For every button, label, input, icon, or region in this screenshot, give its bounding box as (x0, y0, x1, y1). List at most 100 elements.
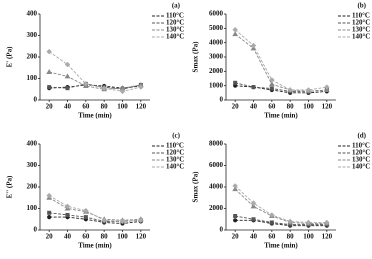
y-tick-label: 0 (34, 226, 38, 234)
y-axis-label: E'' (Pa) (6, 175, 14, 198)
point (232, 186, 239, 192)
legend-label: 140°C (352, 163, 370, 171)
x-axis-label: Time (min) (264, 242, 298, 250)
legend-label: 120°C (166, 19, 184, 27)
y-tick-label: 5000 (209, 24, 224, 32)
point (47, 85, 52, 90)
point (64, 61, 71, 68)
x-tick-label: 100 (303, 233, 314, 241)
x-tick-label: 20 (232, 233, 240, 241)
series-line (234, 29, 327, 91)
point (101, 85, 107, 91)
point (46, 69, 53, 75)
x-tick-label: 100 (117, 233, 128, 241)
point (250, 200, 257, 206)
y-tick-label: 200 (27, 53, 38, 61)
x-axis-label: Time (min) (264, 112, 298, 120)
y-tick-label: 6000 (209, 161, 224, 169)
point (251, 217, 256, 222)
y-tick-label: 300 (27, 161, 38, 169)
legend-label: 140°C (352, 33, 370, 41)
point (119, 88, 126, 95)
point (101, 217, 107, 224)
point (83, 215, 88, 220)
x-tick-label: 20 (232, 103, 240, 111)
x-tick-label: 120 (322, 103, 333, 111)
y-tick-label: 1000 (209, 81, 224, 89)
x-tick-label: 120 (322, 233, 333, 241)
point (232, 27, 238, 33)
legend-label: 130°C (166, 156, 184, 164)
y-tick-label: 400 (27, 10, 38, 18)
series-line (48, 51, 141, 92)
legend-label: 130°C (166, 26, 184, 34)
panel-label: (b) (357, 2, 366, 10)
y-tick-label: 100 (27, 74, 38, 82)
point (138, 84, 144, 90)
point (324, 219, 330, 226)
x-tick-label: 60 (268, 233, 276, 241)
point (269, 86, 274, 91)
x-tick-label: 40 (64, 103, 72, 111)
x-tick-label: 80 (101, 233, 109, 241)
y-tick-label: 300 (27, 31, 38, 39)
point (83, 81, 89, 87)
point (233, 80, 238, 85)
x-tick-label: 20 (46, 233, 54, 241)
series-line (49, 71, 141, 90)
y-tick-label: 0 (34, 96, 38, 104)
series-line (234, 188, 327, 224)
x-tick-label: 80 (287, 233, 295, 241)
series-line (48, 195, 141, 222)
y-axis-label: Smax (Pa) (192, 171, 200, 203)
panel-label: (a) (172, 2, 181, 10)
legend-label: 140°C (166, 163, 184, 171)
x-tick-label: 80 (101, 103, 109, 111)
point (233, 214, 238, 219)
x-tick-label: 100 (117, 103, 128, 111)
point (64, 203, 71, 210)
series-line (235, 85, 327, 94)
point (233, 218, 238, 223)
series-line (49, 83, 141, 90)
legend-label: 110°C (166, 12, 184, 20)
y-tick-label: 400 (27, 140, 38, 148)
legend-label: 110°C (352, 12, 370, 20)
x-tick-label: 40 (250, 103, 258, 111)
x-tick-label: 20 (46, 103, 54, 111)
point (287, 218, 293, 225)
point (119, 218, 126, 225)
point (65, 212, 70, 217)
panel-label: (d) (357, 132, 366, 140)
panel-label: (c) (172, 132, 180, 140)
legend-label: 110°C (352, 142, 370, 150)
point (138, 217, 144, 224)
point (46, 192, 52, 199)
y-tick-label: 6000 (209, 10, 224, 18)
x-tick-label: 60 (82, 233, 90, 241)
point (251, 85, 256, 90)
x-tick-label: 100 (303, 103, 314, 111)
series-line (234, 33, 327, 92)
y-tick-label: 4000 (209, 183, 224, 191)
legend-label: 140°C (166, 33, 184, 41)
point (232, 31, 239, 37)
legend-label: 120°C (166, 149, 184, 157)
point (324, 84, 330, 90)
point (305, 219, 312, 226)
point (250, 42, 257, 49)
legend-label: 110°C (166, 142, 184, 150)
x-tick-label: 80 (287, 103, 295, 111)
point (64, 73, 71, 79)
x-tick-label: 40 (64, 233, 72, 241)
point (83, 207, 89, 214)
x-tick-label: 120 (136, 233, 147, 241)
y-tick-label: 4000 (209, 38, 224, 46)
y-axis-label: E' (Pa) (6, 46, 14, 67)
x-axis-label: Time (min) (78, 112, 112, 120)
point (65, 86, 70, 91)
point (268, 81, 275, 87)
series-line (235, 219, 327, 227)
y-tick-label: 3000 (209, 53, 224, 61)
point (269, 212, 275, 218)
